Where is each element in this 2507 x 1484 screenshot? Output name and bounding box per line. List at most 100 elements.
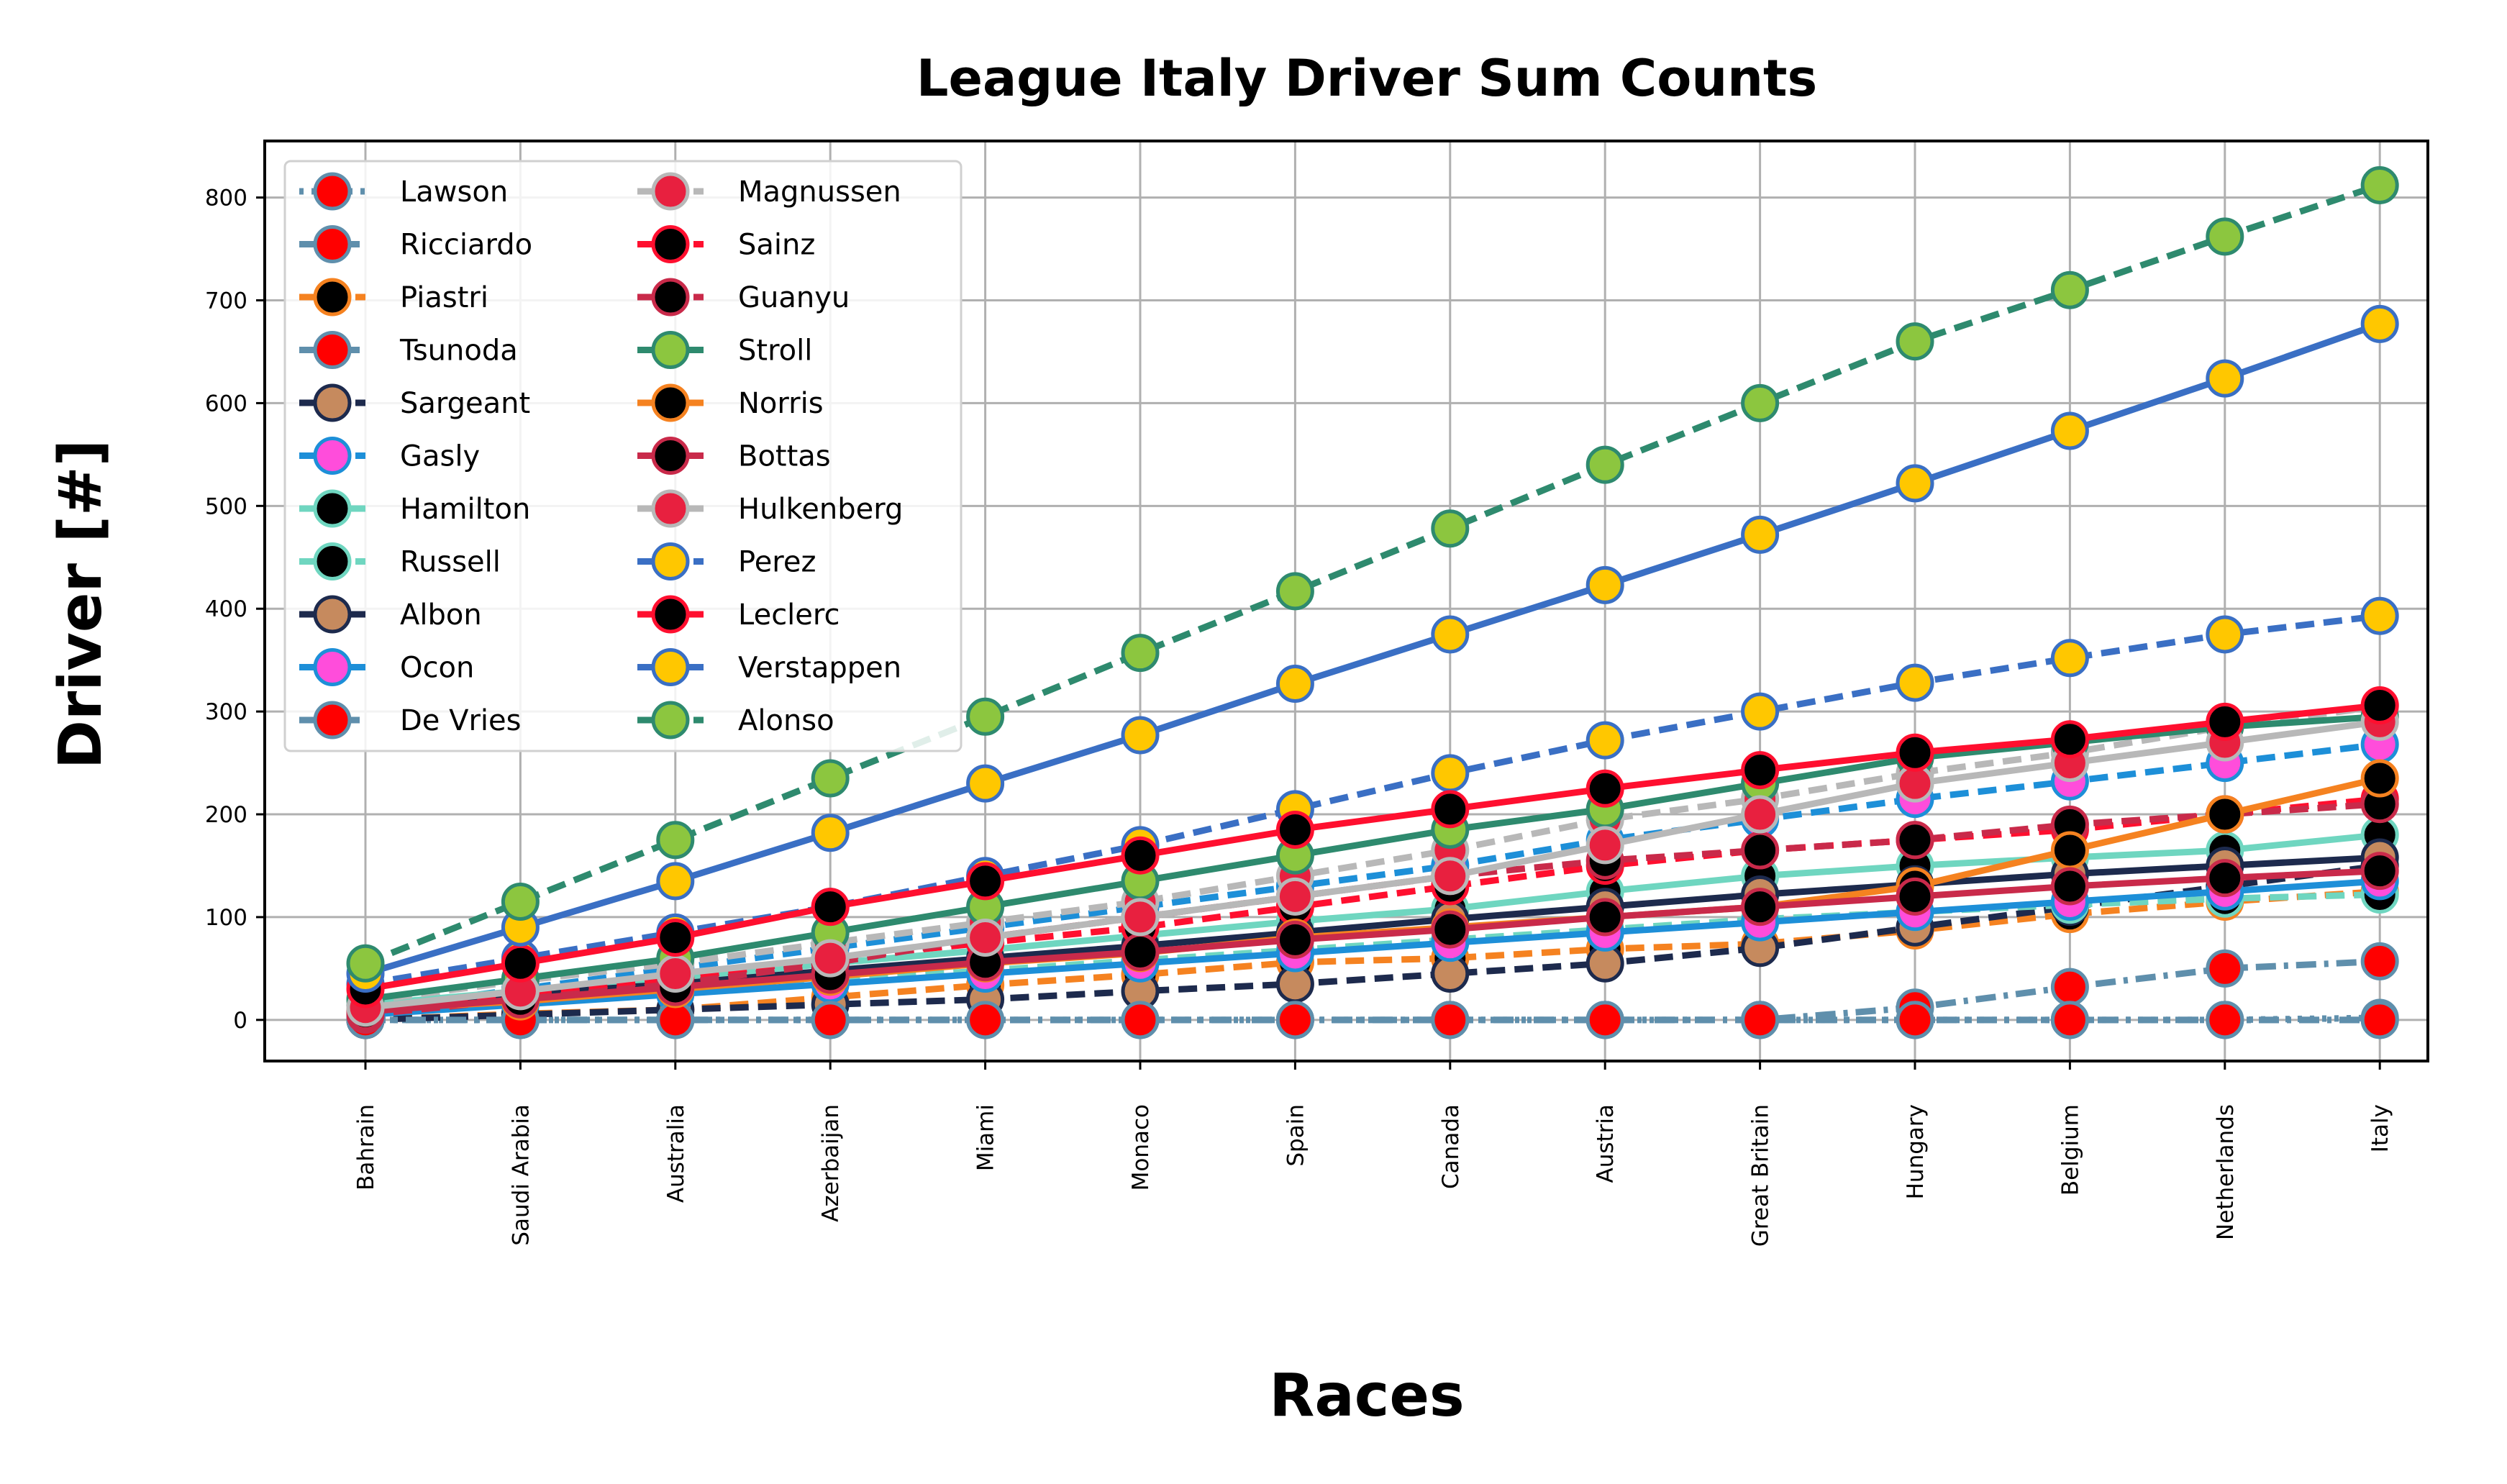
legend-label: Alonso xyxy=(738,704,834,737)
data-point xyxy=(2360,596,2399,635)
data-point xyxy=(1585,769,1624,808)
data-point xyxy=(1741,831,1780,870)
legend-swatch-marker xyxy=(313,225,352,263)
data-point xyxy=(2360,852,2399,891)
ticks: 0 100 200 300 400 500 600 700 800 Bahrain Saudi Ar… xyxy=(205,186,2393,1247)
series-line xyxy=(365,718,2380,1011)
data-point xyxy=(346,944,385,983)
legend-swatch-marker xyxy=(651,383,690,422)
data-point xyxy=(811,1001,850,1039)
y-tick-label: 500 xyxy=(205,493,247,519)
x-tick-label: Bahrain xyxy=(353,1104,379,1191)
data-point xyxy=(1585,565,1624,604)
series-line xyxy=(365,878,2380,1019)
legend-label: Leclerc xyxy=(738,598,840,632)
y-tick-label: 600 xyxy=(205,391,247,416)
legend-label: Stroll xyxy=(738,334,812,368)
legend-label: Lawson xyxy=(400,176,508,209)
x-tick-label: Hungary xyxy=(1903,1104,1929,1199)
legend-item: Piastri xyxy=(299,278,488,317)
data-point xyxy=(656,955,695,993)
legend-item: Hulkenberg xyxy=(637,489,903,528)
data-point xyxy=(1896,1001,1934,1039)
data-point xyxy=(656,919,695,957)
series-line xyxy=(365,612,2380,988)
legend-swatch-marker xyxy=(651,278,690,317)
data-point xyxy=(1431,910,1470,949)
data-point xyxy=(1896,663,1934,702)
legend-swatch-marker xyxy=(313,595,352,634)
series-line xyxy=(364,321,2381,977)
data-point xyxy=(2050,720,2089,759)
x-tick-label: Austria xyxy=(1593,1104,1619,1183)
legend-label: Sainz xyxy=(738,229,815,262)
data-point xyxy=(2206,1001,2244,1039)
legend-item: Perez xyxy=(637,542,816,581)
data-point xyxy=(1585,898,1624,937)
legend-item: Gasly xyxy=(299,437,480,475)
legend-item: Stroll xyxy=(637,331,812,369)
series-alonso xyxy=(346,165,2399,983)
data-point xyxy=(1275,810,1314,849)
legend-label: Verstappen xyxy=(738,652,901,685)
data-point xyxy=(1741,795,1780,834)
data-point xyxy=(1275,1001,1314,1039)
legend-item: Albon xyxy=(299,595,482,634)
data-point xyxy=(2206,217,2244,256)
legend-swatch-marker xyxy=(651,489,690,528)
data-point xyxy=(1121,933,1160,972)
data-point xyxy=(1431,509,1470,548)
series-line xyxy=(365,741,2380,1014)
x-tick-label: Monaco xyxy=(1128,1104,1154,1191)
y-axis-label: Driver [#] xyxy=(47,440,115,769)
data-point xyxy=(1741,515,1780,554)
legend-swatch-marker xyxy=(313,172,352,211)
data-point xyxy=(966,697,1005,736)
data-point xyxy=(501,944,540,983)
series-line xyxy=(365,868,2380,1015)
legend-item: Verstappen xyxy=(637,648,901,686)
data-point xyxy=(1896,464,1934,503)
series-line xyxy=(365,1014,2380,1024)
x-tick-label: Spain xyxy=(1283,1104,1309,1167)
legend-swatch-marker xyxy=(313,489,352,528)
data-point xyxy=(1431,790,1470,829)
legend-swatch-marker xyxy=(651,172,690,211)
legend-label: Tsunoda xyxy=(399,334,518,368)
legend-label: Magnussen xyxy=(738,176,901,209)
x-tick-label: Saudi Arabia xyxy=(508,1104,534,1246)
legend-swatch-marker xyxy=(313,383,352,422)
series-line xyxy=(365,713,2380,1003)
data-point xyxy=(1275,665,1314,704)
data-point xyxy=(2050,270,2089,309)
legend-item: Lawson xyxy=(299,172,508,211)
legend-label: De Vries xyxy=(400,704,522,737)
legend-label: Piastri xyxy=(400,281,488,314)
x-tick-label: Netherlands xyxy=(2213,1104,2239,1240)
data-point xyxy=(1275,920,1314,959)
legend-swatch-marker xyxy=(313,542,352,581)
x-tick-label: Miami xyxy=(973,1104,999,1171)
legend-swatch-marker xyxy=(651,595,690,634)
data-point xyxy=(1741,692,1780,731)
data-point xyxy=(1275,572,1314,611)
data-point xyxy=(966,862,1005,901)
legend-label: Hamilton xyxy=(400,493,530,526)
y-tick-label: 100 xyxy=(205,905,247,931)
data-point xyxy=(2206,859,2244,898)
y-tick-label: 800 xyxy=(205,186,247,211)
series-leclerc xyxy=(346,686,2399,1009)
legend-item: Sargeant xyxy=(299,383,530,422)
data-point xyxy=(1275,877,1314,916)
data-point xyxy=(811,939,850,978)
data-point xyxy=(1585,721,1624,760)
legend-label: Ocon xyxy=(400,652,474,685)
legend-label: Guanyu xyxy=(738,281,850,314)
data-point xyxy=(2206,795,2244,834)
data-point xyxy=(2360,686,2399,725)
data-point xyxy=(1431,1001,1470,1039)
x-tick-label: Great Britain xyxy=(1748,1104,1774,1247)
data-point xyxy=(1741,383,1780,422)
data-point xyxy=(1741,751,1780,790)
